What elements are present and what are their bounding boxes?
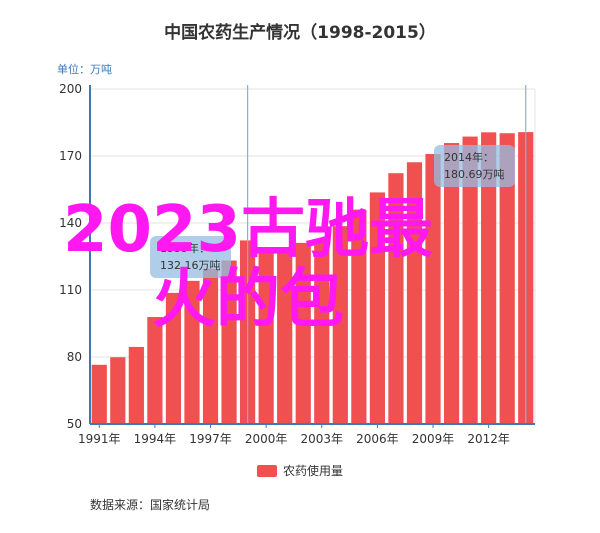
legend-swatch xyxy=(256,465,277,477)
bar-1997 xyxy=(202,268,219,424)
tooltip-1999: 1999年： 132.16万吨 xyxy=(150,236,231,278)
source-label: 数据来源：国家统计局 xyxy=(90,498,211,512)
x-tick-label-2000: 2000年 xyxy=(245,432,288,446)
y-tick-label-170: 170 xyxy=(59,149,82,163)
y-tick-label-140: 140 xyxy=(59,216,82,230)
bar-2011 xyxy=(462,136,478,424)
chart-title: 中国农药生产情况（1998-2015） xyxy=(164,23,436,43)
bar-2005 xyxy=(351,209,367,424)
x-tick-label-2009: 2009年 xyxy=(412,432,455,446)
x-tick-label-1997: 1997年 xyxy=(189,432,232,446)
bar-2001 xyxy=(277,250,293,424)
overlay-caption: 2023古驰最 火的包 xyxy=(28,195,468,335)
y-tick-label-110: 110 xyxy=(59,283,82,297)
bar-2009 xyxy=(425,153,441,425)
x-tick-label-2006: 2006年 xyxy=(356,432,399,446)
legend[interactable]: 农药使用量 xyxy=(0,462,600,479)
overlay-caption-line-2: 火的包 xyxy=(152,263,344,337)
y-tick-label-200: 200 xyxy=(59,82,82,96)
bar-2012 xyxy=(481,132,497,424)
bar-1993 xyxy=(128,346,144,424)
bar-2008 xyxy=(406,162,423,424)
overlay-caption-line-1: 2023古驰最 xyxy=(62,193,434,267)
bar-2000 xyxy=(258,249,274,424)
tooltip-2014-year: 2014年： xyxy=(444,151,494,164)
bar-1995 xyxy=(165,292,182,424)
bar-1991 xyxy=(91,364,107,424)
bar-2003 xyxy=(314,239,330,424)
bar-2004 xyxy=(332,226,348,424)
y-tick-label-50: 50 xyxy=(67,417,82,431)
tooltip-1999-year: 1999年： xyxy=(160,242,210,255)
bar-2013 xyxy=(499,133,515,424)
x-tick-label-1994: 1994年 xyxy=(134,432,177,446)
x-tick-label-2003: 2003年 xyxy=(300,432,343,446)
y-tick-label-80: 80 xyxy=(67,350,82,364)
tooltip-2014-value: 180.69万吨 xyxy=(444,168,505,181)
x-tick-label-1991: 1991年 xyxy=(78,432,121,446)
bar-2007 xyxy=(388,173,404,424)
bar-2002 xyxy=(295,242,311,424)
legend-label: 农药使用量 xyxy=(282,464,343,478)
bar-2006 xyxy=(369,192,385,424)
tooltip-1999-value: 132.16万吨 xyxy=(160,259,221,272)
y-axis-unit-label: 单位：万吨 xyxy=(57,63,112,76)
bar-2010 xyxy=(443,143,460,424)
tooltip-2014: 2014年： 180.69万吨 xyxy=(434,145,515,187)
bar-1992 xyxy=(110,357,126,424)
bar-1994 xyxy=(147,317,163,424)
x-tick-label-2012: 2012年 xyxy=(467,432,510,446)
bar-1996 xyxy=(184,280,200,424)
bar-1998 xyxy=(221,260,237,424)
